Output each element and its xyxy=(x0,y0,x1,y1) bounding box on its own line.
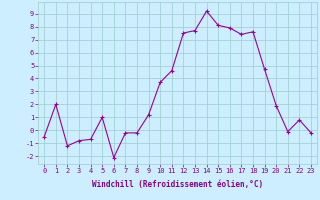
X-axis label: Windchill (Refroidissement éolien,°C): Windchill (Refroidissement éolien,°C) xyxy=(92,180,263,189)
